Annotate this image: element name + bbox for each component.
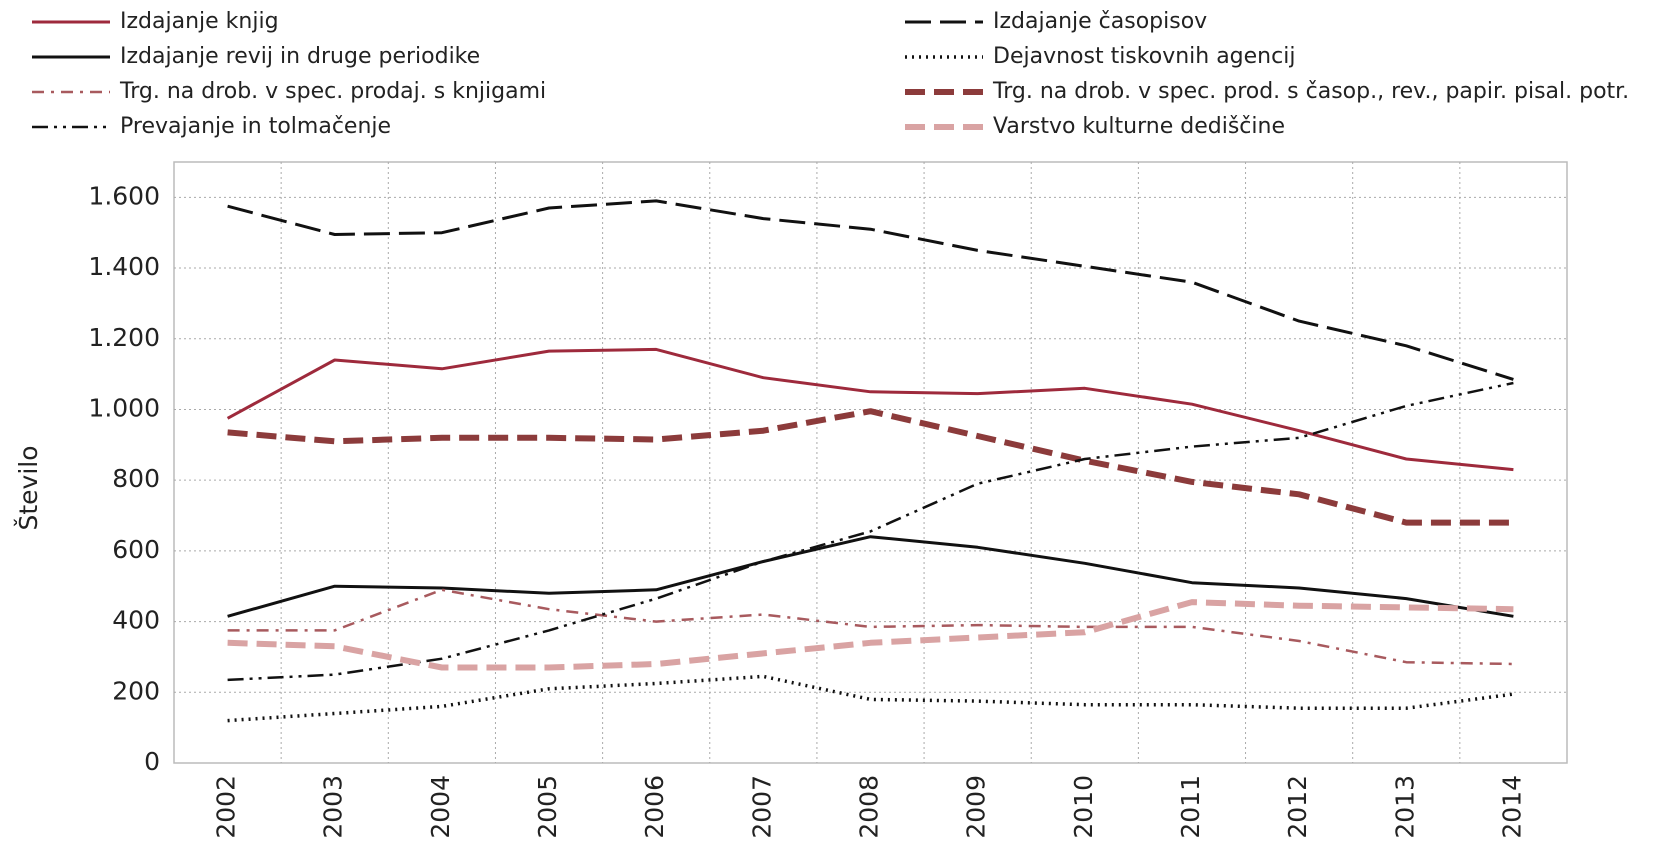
x-tick-label: 2006 xyxy=(640,775,669,839)
y-tick-label: 1.600 xyxy=(88,181,160,210)
y-tick-label: 1.200 xyxy=(88,323,160,352)
series-line xyxy=(227,674,1514,723)
legend-label: Trg. na drob. v spec. prodaj. s knjigami xyxy=(119,79,546,104)
legend-label: Varstvo kulturne dediščine xyxy=(993,114,1285,139)
series-line xyxy=(227,599,1514,671)
y-tick-label: 1.000 xyxy=(88,393,160,422)
series-line xyxy=(227,408,1514,526)
x-tick-label: 2007 xyxy=(747,775,776,839)
x-tick-label: 2005 xyxy=(533,775,562,839)
x-tick-label: 2012 xyxy=(1283,775,1312,839)
y-tick-label: 1.400 xyxy=(88,252,160,281)
x-tick-label: 2008 xyxy=(855,775,884,839)
x-tick-label: 2009 xyxy=(962,775,991,839)
series-line xyxy=(227,588,1514,666)
x-tick-label: 2011 xyxy=(1176,775,1205,839)
series-line xyxy=(227,199,1514,381)
legend-label: Izdajanje revij in druge periodike xyxy=(120,44,480,69)
legend-label: Dejavnost tiskovnih agencij xyxy=(993,44,1295,69)
x-tick-label: 2004 xyxy=(426,775,455,839)
legend-label: Izdajanje knjig xyxy=(120,9,279,34)
plot-area xyxy=(173,161,1568,764)
y-tick-label: 400 xyxy=(112,606,160,635)
x-tick-label: 2010 xyxy=(1069,775,1098,839)
series-line xyxy=(227,381,1514,682)
y-tick-label: 0 xyxy=(144,747,160,776)
legend-label: Trg. na drob. v spec. prod. s časop., re… xyxy=(992,79,1629,104)
y-tick-label: 600 xyxy=(112,535,160,564)
series-line xyxy=(227,535,1514,618)
series-line xyxy=(226,347,1514,472)
x-tick-label: 2003 xyxy=(319,775,348,839)
legend-label: Izdajanje časopisov xyxy=(993,9,1207,34)
y-axis-label: Število xyxy=(13,445,43,530)
x-tick-label: 2002 xyxy=(212,775,241,839)
y-tick-label: 200 xyxy=(112,676,160,705)
y-tick-label: 800 xyxy=(112,464,160,493)
x-tick-label: 2013 xyxy=(1390,775,1419,839)
x-tick-label: 2014 xyxy=(1497,775,1526,839)
legend-label: Prevajanje in tolmačenje xyxy=(120,114,391,139)
